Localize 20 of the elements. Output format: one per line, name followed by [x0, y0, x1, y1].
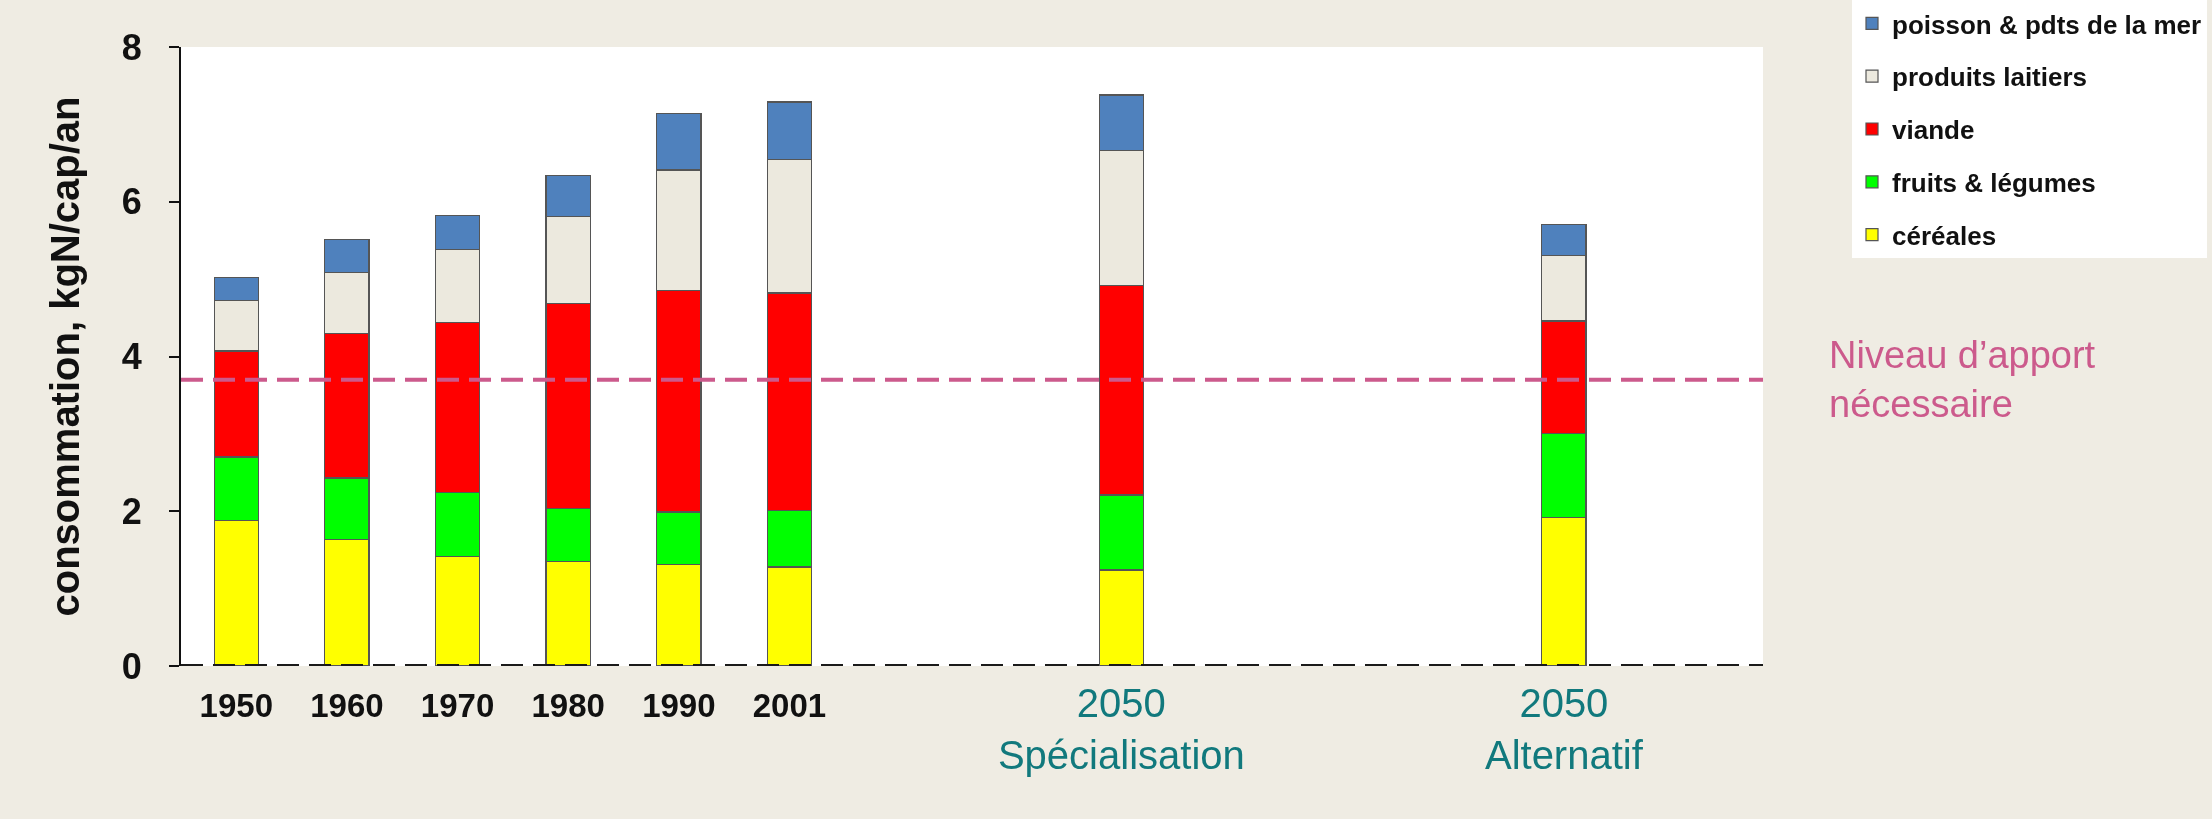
- y-tick-label: 4: [121, 336, 142, 378]
- legend-label: poisson & pdts de la mer: [1892, 9, 2202, 40]
- x-tick-label: 1980: [531, 687, 605, 724]
- legend-label: céréales: [1892, 220, 1997, 251]
- legend-label: fruits & légumes: [1892, 167, 2096, 198]
- x-tick-label: 1970: [420, 687, 495, 724]
- y-tick-label: 2: [121, 490, 142, 532]
- y-axis-title: consommation, kgN/cap/an: [42, 96, 87, 617]
- y-tick-label: 6: [121, 181, 142, 223]
- x-tick-label: 1990: [642, 687, 716, 724]
- x-tick-label: 1950: [199, 687, 274, 724]
- ref-line-label: Niveau d’apport nécessaire: [1829, 334, 2096, 426]
- legend-label: viande: [1892, 115, 1975, 146]
- y-tick-label: 8: [121, 26, 142, 68]
- x-tick-label: 2050 Alternatif: [1484, 681, 1644, 777]
- y-tick-label: 0: [121, 645, 142, 687]
- legend-label: produits laitiers: [1892, 62, 2088, 93]
- x-tick-label: 1960: [310, 687, 384, 724]
- x-tick-label: 2001: [752, 687, 827, 724]
- x-tick-label: 2050 Spécialisation: [997, 681, 1245, 777]
